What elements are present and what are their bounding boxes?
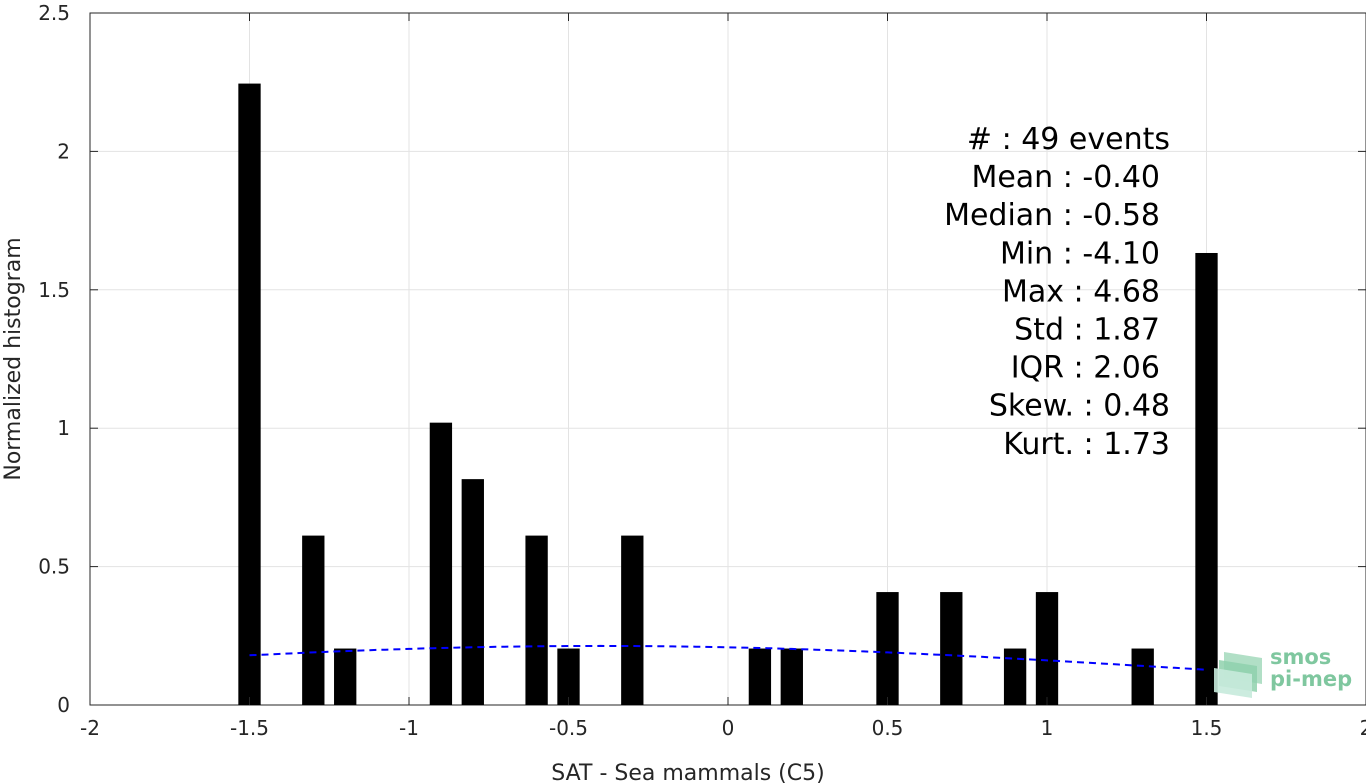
histogram-bar — [525, 535, 548, 705]
x-axis-label: SAT - Sea mammals (C5) — [551, 761, 824, 784]
stat-line: # : 49 events — [967, 122, 1170, 157]
x-tick-label: 2 — [1360, 716, 1366, 740]
histogram-bar — [557, 648, 580, 705]
histogram-bar — [1131, 648, 1154, 705]
histogram-bar — [940, 592, 963, 705]
stat-line: Max : 4.68 — [1002, 274, 1160, 309]
stat-line: IQR : 2.06 — [1011, 351, 1160, 386]
x-tick-label: 1.5 — [1191, 716, 1223, 740]
y-tick-label: 2 — [57, 139, 70, 163]
stat-line: Skew. : 0.48 — [989, 389, 1170, 424]
logo-text-smos: smos — [1270, 645, 1331, 669]
y-tick-label: 1 — [57, 416, 70, 440]
stat-line: Kurt. : 1.73 — [1003, 427, 1170, 462]
histogram-bar — [238, 83, 261, 706]
x-tick-label: -1.5 — [230, 716, 269, 740]
y-tick-label: 0 — [57, 693, 70, 717]
histogram-bar — [1035, 592, 1059, 705]
smos-pi-mep-logo: smos pi-mep — [1214, 645, 1352, 698]
histogram-bar — [1003, 648, 1027, 705]
histogram-bar — [302, 535, 325, 705]
histogram-bar — [748, 648, 772, 705]
histogram-bar — [461, 479, 484, 705]
grid — [89, 12, 1366, 706]
x-tick-label: -1 — [399, 716, 419, 740]
bars — [238, 83, 1218, 706]
x-tick-label: 0 — [722, 716, 735, 740]
stat-line: Mean : -0.40 — [971, 160, 1160, 195]
gaussian-fit-curve — [249, 644, 1207, 671]
histogram-bar — [334, 648, 357, 705]
x-tick-label: -0.5 — [549, 716, 588, 740]
logo-icon — [1214, 652, 1262, 698]
logo-text-pi-mep: pi-mep — [1270, 667, 1352, 691]
histogram-bar — [429, 422, 453, 705]
histogram-bar — [621, 535, 644, 705]
y-tick-label: 0.5 — [38, 555, 70, 579]
x-tick-label: 1 — [1041, 716, 1054, 740]
stat-line: Median : -0.58 — [944, 198, 1160, 233]
stat-line: Min : -4.10 — [1000, 236, 1160, 271]
y-tick-label: 1.5 — [38, 278, 70, 302]
histogram-bar — [876, 592, 899, 705]
x-tick-label: 0.5 — [872, 716, 904, 740]
stat-line: Std : 1.87 — [1014, 313, 1160, 348]
x-tick-label: -2 — [80, 716, 100, 740]
histogram-bar — [1195, 252, 1218, 705]
histogram-bar — [780, 648, 803, 705]
y-axis-label: Normalized histogram — [1, 237, 26, 480]
y-tick-label: 2.5 — [38, 1, 70, 25]
axis-ticks: -2 -1.5 -1 -0.5 0 0.5 1 1.5 2 0 0.5 1 1.5 2 2.5 — [38, 1, 1366, 740]
